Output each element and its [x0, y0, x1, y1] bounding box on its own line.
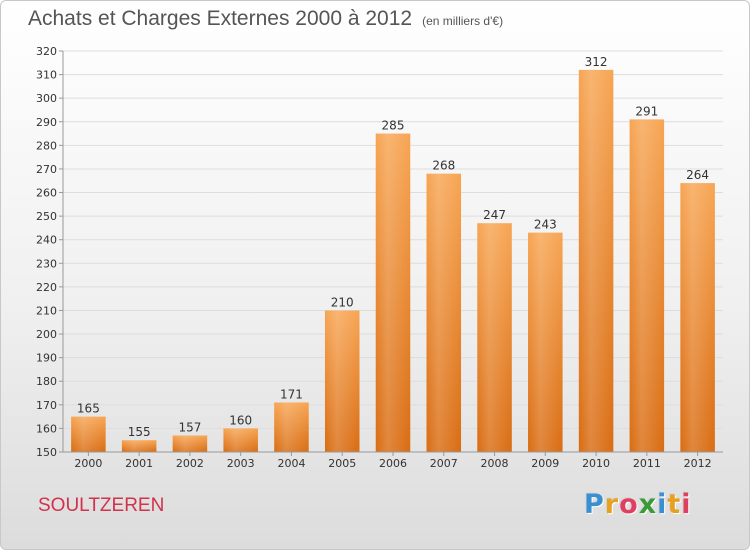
y-tick-label: 170	[36, 399, 57, 412]
y-tick-label: 220	[36, 281, 57, 294]
bar-highlight	[629, 119, 665, 452]
y-tick-label: 230	[36, 257, 57, 270]
y-tick-label: 150	[36, 446, 57, 459]
y-tick-label: 270	[36, 163, 57, 176]
bar-highlight	[274, 402, 309, 452]
x-tick-label: 2009	[531, 457, 559, 470]
x-tick-label: 2004	[277, 457, 305, 470]
chart-title: Achats et Charges Externes 2000 à 2012 (e…	[28, 7, 503, 31]
logo-letter: r	[604, 489, 620, 520]
x-tick-label: 2008	[481, 457, 509, 470]
x-tick-label: 2011	[633, 457, 661, 470]
logo-letter: t	[667, 489, 682, 520]
logo-letter: i	[657, 489, 668, 520]
x-tick-label: 2005	[328, 457, 356, 470]
bar-value-label: 285	[382, 119, 405, 133]
bar-layer: 165 155 157 160 171 210 285 268 247 243 312 291 264	[71, 55, 715, 453]
x-tick-label: 2001	[125, 457, 153, 470]
logo-letter: i	[681, 489, 692, 520]
bar-highlight	[426, 173, 462, 453]
bar-value-label: 165	[77, 402, 100, 416]
bar-value-label: 268	[432, 159, 455, 173]
y-tick-label: 280	[36, 139, 57, 152]
logo-letter: P	[584, 489, 605, 520]
y-tick-label: 190	[36, 352, 57, 365]
y-tick-label: 200	[36, 328, 57, 341]
y-tick-label: 210	[36, 304, 57, 317]
bar-value-label: 171	[280, 387, 303, 401]
logo-letter: o	[619, 489, 639, 520]
bar-highlight	[172, 435, 208, 452]
bar-value-label: 243	[534, 218, 557, 232]
y-tick-label: 300	[36, 92, 57, 105]
bar-highlight	[680, 183, 715, 452]
y-tick-label: 250	[36, 210, 57, 223]
y-tick-label: 240	[36, 234, 57, 247]
bar-highlight	[324, 310, 360, 452]
x-tick-label: 2007	[430, 457, 458, 470]
proxiti-logo[interactable]: Proxiti	[584, 489, 692, 520]
bar-value-label: 291	[635, 104, 658, 118]
y-tick-label: 290	[36, 116, 57, 129]
y-tick-label: 260	[36, 187, 57, 200]
place-name: SOULTZEREN	[38, 495, 165, 516]
x-tick-label: 2002	[176, 457, 204, 470]
y-tick-label: 180	[36, 375, 57, 388]
bar-highlight	[477, 223, 512, 452]
bar-highlight	[121, 440, 157, 452]
bar-value-label: 264	[686, 168, 709, 182]
chart-subtitle: (en milliers d'€)	[422, 14, 504, 28]
logo-letter: x	[638, 489, 658, 520]
x-tick-label: 2003	[227, 457, 255, 470]
bar-value-label: 160	[229, 413, 252, 427]
x-tick-label: 2000	[74, 457, 102, 470]
bar-value-label: 157	[178, 420, 201, 434]
bar-highlight	[578, 69, 614, 452]
chart-title-text: Achats et Charges Externes 2000 à 2012	[28, 7, 413, 30]
bar-highlight	[223, 428, 258, 452]
bar-value-label: 312	[585, 55, 608, 69]
y-tick-label: 320	[36, 45, 57, 58]
bar-value-label: 155	[128, 425, 151, 439]
bar-value-label: 247	[483, 208, 506, 222]
bar-value-label: 210	[331, 295, 354, 309]
axis-layer: 150 160 170 180 190 200 210 220 230 240 250 260 270 2…	[36, 45, 723, 470]
y-tick-label: 160	[36, 422, 57, 435]
y-tick-label: 310	[36, 69, 57, 82]
bar-highlight	[528, 232, 563, 452]
x-tick-label: 2010	[582, 457, 610, 470]
x-tick-label: 2012	[684, 457, 712, 470]
x-tick-label: 2006	[379, 457, 407, 470]
bar-highlight	[71, 416, 106, 452]
bar-highlight	[375, 133, 411, 452]
